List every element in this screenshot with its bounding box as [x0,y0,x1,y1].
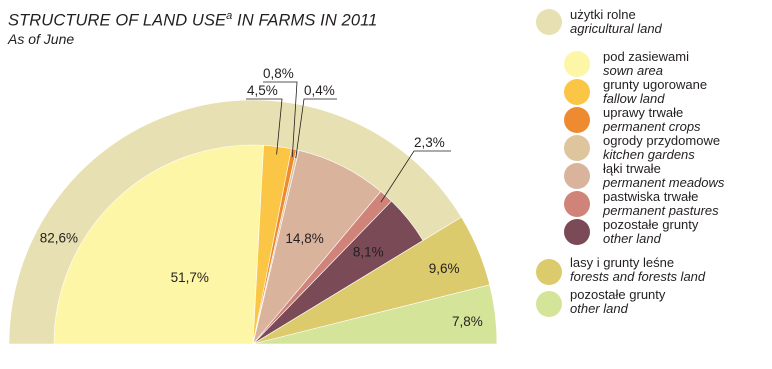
data-label-other-agri: 8,1% [353,244,384,259]
legend-label-en: fallow land [603,91,665,106]
callout-fallow [246,98,283,155]
legend-label-en: forests and forests land [570,269,706,284]
legend-label-pl: użytki rolne [570,7,636,22]
legend-label-en: kitchen gardens [603,147,695,162]
legend-swatch-agri [536,9,562,35]
slice-sown [53,144,264,345]
chart-subtitle: As of June [8,30,75,47]
chart-title-suffix: IN FARMS IN 2011 [232,11,378,30]
legend-label-en: other land [570,301,628,316]
legend-swatch-pastures [564,191,590,217]
callout-permcrops [263,81,298,158]
legend-label-en: permanent meadows [603,175,725,190]
legend-label-pl: pod zasiewami [603,49,689,64]
chart-title-superscript: a [226,10,233,22]
legend-label-pl: łąki trwałe [603,161,661,176]
data-label-agricultural-land: 82,6% [40,230,78,245]
legend-label-pl: grunty ugorowane [603,77,708,92]
legend-label-en: other land [603,231,661,246]
chart-title-main: STRUCTURE OF LAND USE [8,11,227,30]
semi-pie-chart: 51,7% 14,8% 8,1% 9,6% 7,8% 82,6% 4,5% 0,8% 0,4% 2… [8,66,498,345]
legend-label-en: agricultural land [570,21,662,36]
legend-label-en: sown area [603,63,663,78]
title-block: STRUCTURE OF LAND USEa IN FARMS IN 2011 … [8,6,377,47]
data-label-gardens: 0,4% [304,83,335,98]
legend-label-en: permanent crops [603,119,701,134]
legend-swatch-sown [564,51,590,77]
legend-label-pl: uprawy trwałe [603,105,684,120]
chart-title: STRUCTURE OF LAND USEa IN FARMS IN 2011 [8,6,377,31]
legend-swatch-other_agri [564,219,590,245]
legend-label-pl: lasy i grunty leśne [570,255,675,270]
legend-label-pl: pozostałe grunty [570,287,666,302]
legend-swatch-fallow [564,79,590,105]
slice-other [252,284,498,345]
legend-label-pl: ogrody przydomowe [603,133,721,148]
legend-swatch-forests [536,259,562,285]
legend-label-pl: pastwiska trwałe [603,189,699,204]
legend-swatch-other [536,291,562,317]
data-label-permcrops: 0,8% [263,66,294,81]
data-label-other: 7,8% [452,314,483,329]
callout-pastures [380,150,451,203]
callout-gardens [295,98,337,158]
data-label-sown: 51,7% [171,270,209,285]
legend-swatch-gardens [564,135,590,161]
data-label-fallow: 4,5% [247,83,278,98]
legend-label-en: permanent pastures [603,203,719,218]
legend-label-pl: pozostałe grunty [603,217,699,232]
data-label-forests: 9,6% [429,261,460,276]
data-label-pastures: 2,3% [414,135,445,150]
legend-swatch-permcrops [564,107,590,133]
legend-swatch-meadows [564,163,590,189]
data-label-meadows: 14,8% [285,231,323,246]
